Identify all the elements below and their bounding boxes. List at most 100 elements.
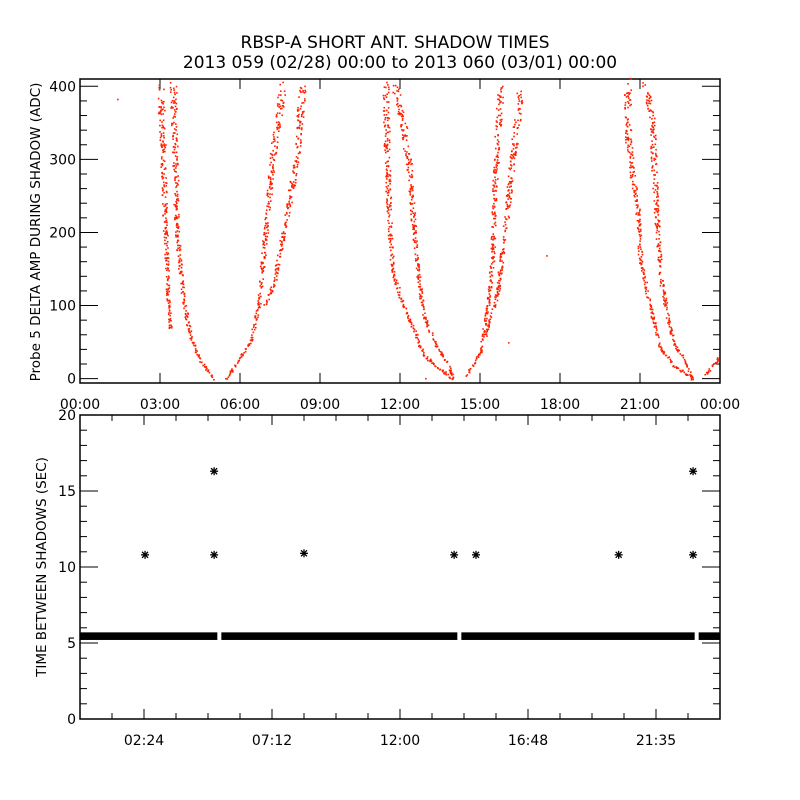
- data-point: [196, 350, 198, 352]
- data-point: [624, 108, 626, 110]
- data-point: [279, 108, 282, 110]
- data-point: [161, 101, 164, 103]
- data-point: [498, 148, 501, 150]
- data-point: [714, 362, 717, 364]
- data-point: [269, 183, 271, 186]
- data-point: [640, 259, 643, 262]
- data-point: [161, 177, 164, 180]
- data-point: [665, 297, 668, 300]
- data-point: [385, 168, 388, 171]
- data-point: [302, 102, 305, 104]
- data-point: [485, 320, 487, 322]
- data-point: [414, 214, 416, 216]
- data-point: [519, 108, 521, 110]
- data-point: [632, 171, 635, 173]
- data-point: [183, 295, 186, 297]
- data-point: [667, 312, 669, 315]
- data-point: [383, 121, 385, 124]
- data-point: [198, 357, 201, 359]
- data-point: [257, 314, 260, 316]
- data-point: [628, 97, 630, 99]
- data-point: [494, 211, 496, 214]
- data-point: [263, 227, 266, 230]
- data-point: [500, 88, 502, 91]
- data-point: [648, 97, 651, 100]
- data-point: [173, 89, 175, 91]
- data-point: [269, 206, 271, 209]
- data-point: [516, 142, 518, 145]
- data-point: [494, 135, 496, 138]
- data-point: [652, 313, 655, 315]
- data-point: [412, 185, 414, 188]
- data-point: [172, 165, 174, 167]
- data-point: [643, 273, 645, 275]
- data-point: [657, 224, 660, 227]
- data-point: [278, 122, 281, 124]
- data-point: [416, 276, 419, 278]
- data-point: [299, 145, 302, 147]
- data-point: [165, 182, 167, 184]
- data-point: [673, 342, 676, 345]
- data-point: [166, 224, 168, 226]
- data-point: [492, 247, 494, 249]
- data-point: [474, 359, 477, 362]
- data-point: [288, 189, 291, 192]
- data-point: [499, 96, 501, 98]
- data-point: [420, 295, 422, 297]
- data-point: [387, 212, 390, 214]
- data-point: [663, 293, 665, 295]
- data-point: [397, 282, 399, 285]
- data-point: [264, 237, 267, 240]
- data-point: [499, 284, 502, 287]
- data-point: [264, 239, 267, 241]
- data-point: [164, 168, 167, 170]
- data-point: [300, 105, 302, 108]
- data-point: [511, 157, 513, 160]
- data-point: [502, 85, 504, 88]
- data-point: [653, 178, 656, 180]
- data-point: [391, 237, 394, 240]
- data-point: [410, 322, 413, 324]
- data-point: [683, 358, 686, 361]
- data-point: [499, 257, 502, 259]
- data-point: [657, 258, 659, 261]
- data-point: [265, 239, 268, 241]
- data-point: [278, 103, 281, 106]
- data-point: [263, 231, 266, 234]
- data-point: [420, 289, 423, 291]
- data-point: [161, 109, 163, 111]
- data-point: [271, 187, 274, 189]
- data-point: [634, 175, 636, 177]
- data-point: [627, 149, 629, 151]
- data-point: [388, 238, 390, 240]
- data-point: [416, 336, 419, 339]
- data-point: [387, 107, 390, 109]
- data-point: [397, 113, 399, 115]
- data-point: [292, 187, 295, 190]
- data-point: [629, 166, 631, 169]
- data-point: [163, 135, 165, 137]
- x-tick-label: 02:24: [124, 733, 164, 749]
- data-point: [162, 132, 165, 134]
- data-point: [629, 129, 632, 131]
- data-point: [194, 345, 197, 347]
- data-point: [265, 217, 268, 219]
- data-point: [269, 176, 272, 179]
- data-point: [638, 257, 641, 260]
- data-point: [481, 351, 483, 354]
- data-point: [292, 165, 295, 167]
- data-point: [639, 262, 641, 265]
- data-point: [630, 176, 633, 179]
- data-point: [162, 125, 164, 128]
- data-point: [500, 123, 503, 126]
- data-point: [296, 127, 298, 129]
- data-point: [452, 376, 454, 379]
- data-point: [634, 200, 637, 202]
- data-point: [406, 126, 408, 128]
- data-point: [444, 372, 447, 375]
- data-point: [627, 121, 629, 124]
- data-point: [649, 109, 652, 111]
- data-point: [409, 187, 412, 190]
- data-point: [390, 238, 392, 240]
- data-point: [173, 109, 176, 111]
